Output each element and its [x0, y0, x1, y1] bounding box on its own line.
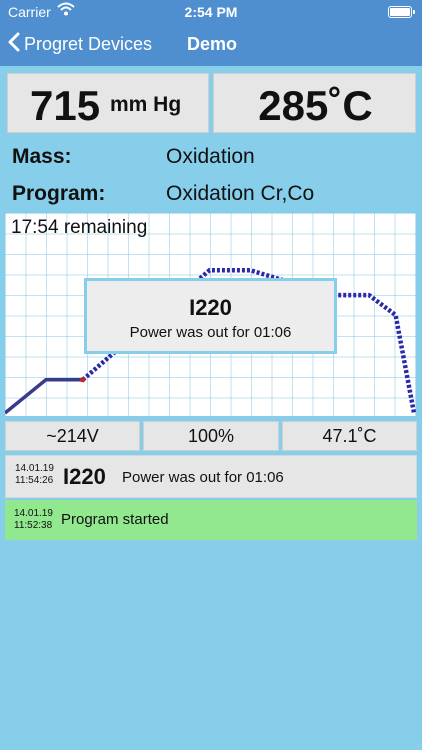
program-value: Oxidation Cr,Co	[166, 182, 315, 205]
log-time: 11:52:38	[14, 520, 53, 531]
navigation-bar: Progret Devices Demo	[0, 24, 422, 66]
log-code: I220	[63, 464, 106, 489]
pressure-value: 715	[30, 82, 101, 129]
program-label: Program:	[12, 182, 106, 205]
power-readout: 100%	[143, 421, 279, 451]
log-entry[interactable]: 14.01.19 11:54:26 I220 Power was out for…	[5, 455, 417, 498]
ambient-temperature-readout: 47.1˚C	[282, 421, 417, 451]
status-bar: Carrier 2:54 PM	[0, 0, 422, 24]
temperature-tile: 285˚C	[213, 73, 416, 133]
wifi-icon	[57, 2, 75, 19]
back-button-label: Progret Devices	[24, 34, 153, 54]
pressure-tile: 715 mm Hg	[7, 73, 209, 133]
alert-code: I220	[189, 295, 232, 320]
completed-segment-line	[5, 378, 83, 415]
planned-segment-line	[81, 267, 416, 414]
time-remaining: 17:54 remaining	[11, 217, 148, 238]
page-title: Demo	[187, 34, 238, 54]
log-entry[interactable]: 14.01.19 11:52:38 Program started	[5, 500, 417, 540]
carrier-label: Carrier	[8, 4, 51, 20]
chevron-left-icon	[8, 32, 24, 57]
battery-icon	[388, 6, 415, 18]
chart-plot	[5, 267, 416, 415]
back-button[interactable]: Progret Devices	[8, 32, 152, 57]
log-message: Power was out for 01:06	[122, 469, 284, 486]
temperature-value: 285˚C	[258, 82, 373, 129]
mass-value: Oxidation	[166, 145, 255, 168]
log-message: Program started	[61, 511, 169, 528]
log-time: 11:54:26	[15, 475, 54, 486]
alert-popup[interactable]: I220 Power was out for 01:06	[84, 278, 337, 354]
voltage-readout: ~214V	[5, 421, 140, 451]
alert-message: Power was out for 01:06	[129, 324, 292, 341]
log-timestamp: 14.01.19 11:52:38	[14, 508, 53, 532]
log-date: 14.01.19	[14, 508, 53, 519]
mass-label: Mass:	[12, 145, 72, 168]
log-date: 14.01.19	[15, 463, 54, 474]
pressure-unit: mm Hg	[110, 93, 182, 116]
clock: 2:54 PM	[184, 4, 238, 20]
log-timestamp: 14.01.19 11:54:26	[15, 463, 54, 487]
current-position-marker	[80, 377, 86, 383]
